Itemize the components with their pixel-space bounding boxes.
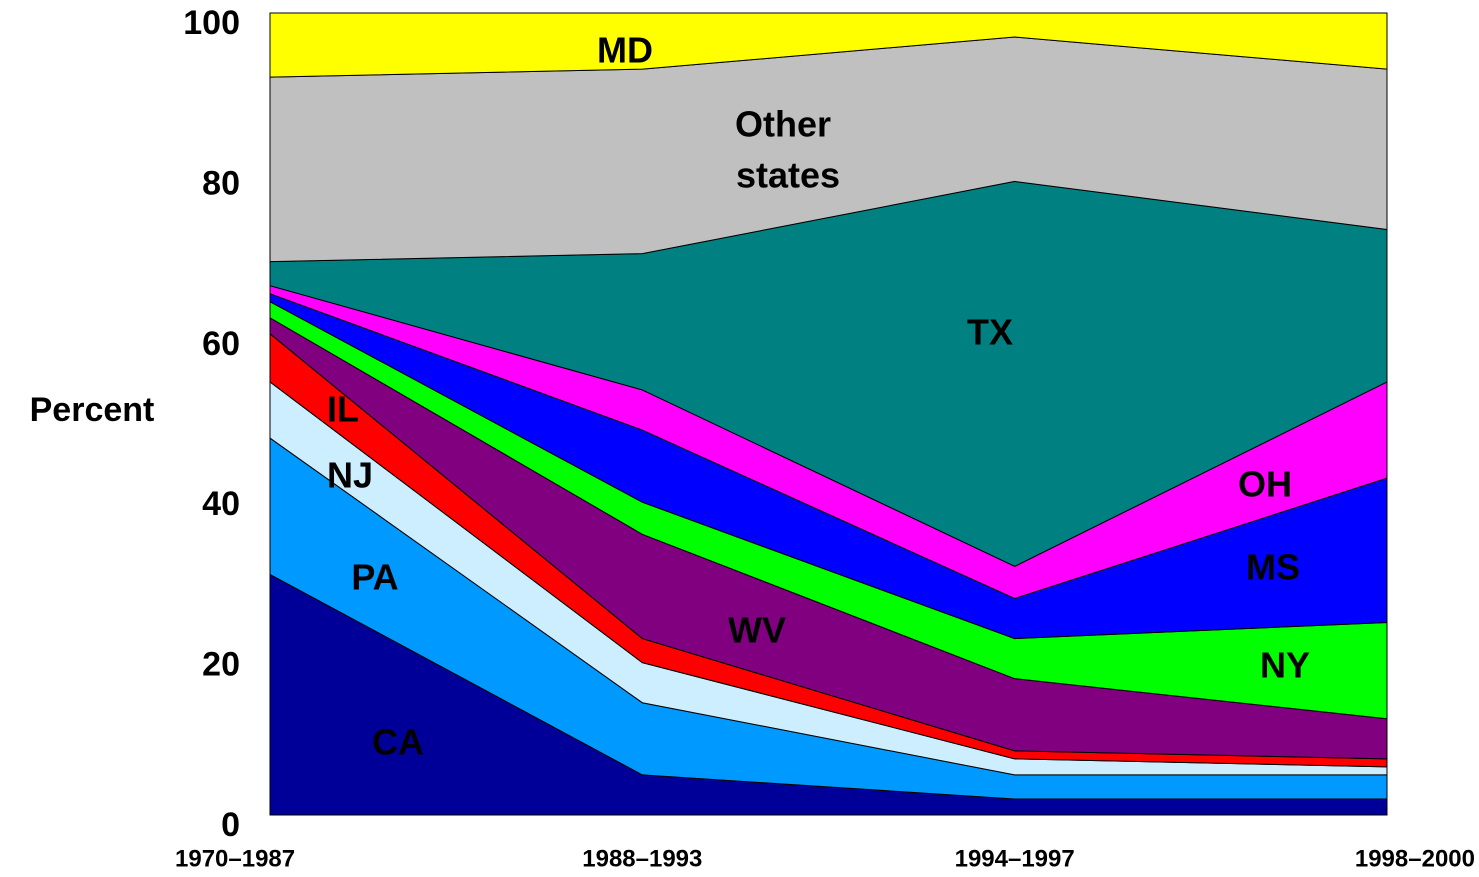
- series-label: MD: [597, 30, 653, 71]
- series-label: IL: [327, 389, 359, 430]
- series-label: TX: [967, 312, 1013, 353]
- x-tick-label: 1998–2000: [1355, 845, 1475, 872]
- y-tick-label: 40: [202, 485, 240, 523]
- series-label: OH: [1238, 464, 1292, 505]
- y-tick-label: 100: [183, 4, 240, 42]
- y-tick-label: 80: [202, 164, 240, 202]
- series-label: NY: [1260, 645, 1310, 686]
- y-axis-label: Percent: [30, 391, 155, 429]
- x-tick-label: 1970–1987: [175, 845, 295, 872]
- series-label: MS: [1246, 547, 1300, 588]
- series-label: WV: [728, 610, 786, 651]
- plot-frame: [269, 12, 1388, 816]
- series-label: PA: [351, 557, 398, 598]
- y-tick-label: 60: [202, 325, 240, 363]
- y-tick-label: 20: [202, 646, 240, 684]
- x-tick-label: 1988–1993: [582, 845, 702, 872]
- series-label: CA: [372, 722, 424, 763]
- x-tick-label: 1994–1997: [955, 845, 1075, 872]
- series-label: NJ: [327, 455, 373, 496]
- y-tick-label: 0: [221, 806, 240, 844]
- series-label: Other states: [735, 103, 841, 195]
